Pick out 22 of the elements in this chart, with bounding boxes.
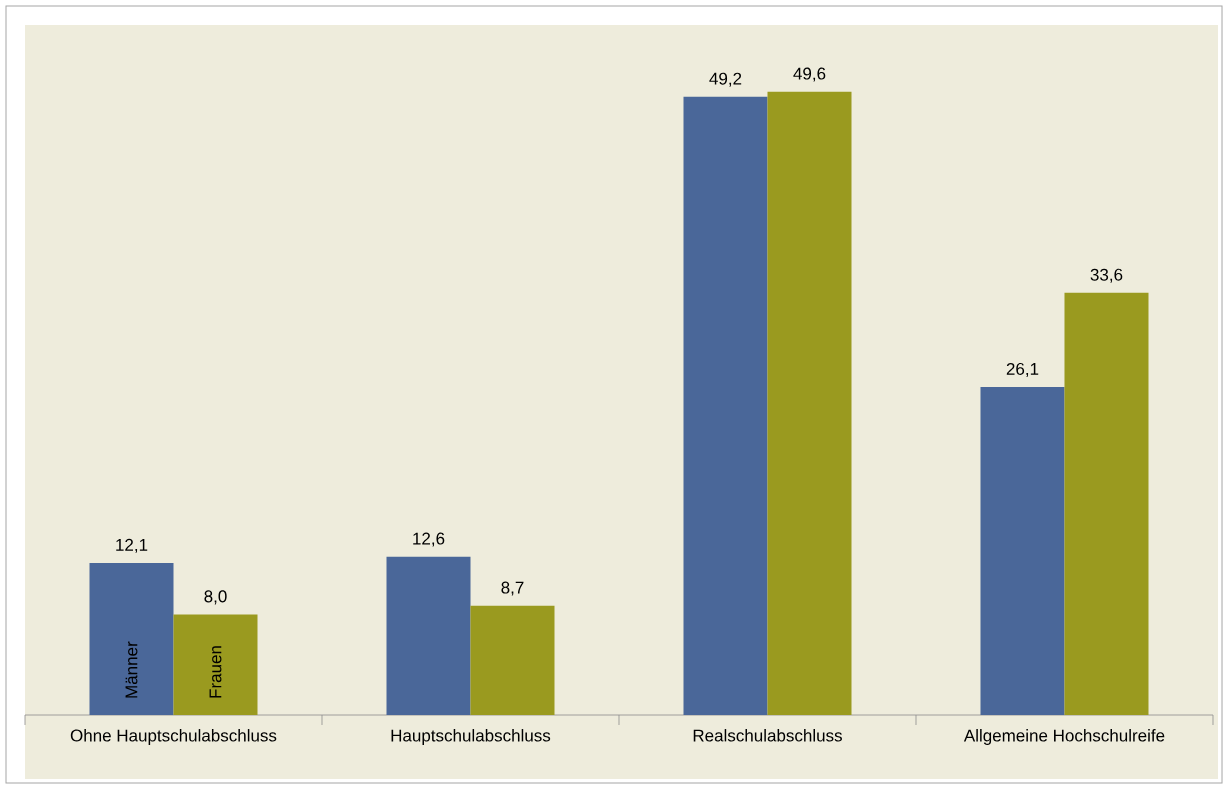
series-label: Männer [125, 641, 138, 698]
bar [683, 96, 768, 715]
x-tick-label: Realschulabschluss [693, 729, 842, 742]
bar [767, 91, 852, 715]
bar [386, 556, 471, 715]
data-label: 12,1 [116, 538, 148, 553]
x-tick-label: Hauptschulabschluss [391, 729, 551, 745]
x-tick-label: Ohne Hauptschulabschluss [70, 729, 277, 745]
bar [980, 387, 1065, 715]
bar [470, 605, 555, 715]
data-label: 33,6 [1090, 268, 1123, 283]
data-label: 8,0 [204, 590, 227, 605]
x-tick-label: Allgemeine Hochschulreife [963, 729, 1165, 745]
bar [89, 562, 174, 715]
data-label: 26,1 [1006, 362, 1039, 377]
data-label: 49,6 [793, 67, 826, 82]
series-label: Frauen [209, 646, 222, 698]
bar [173, 614, 258, 715]
data-label: 12,6 [413, 532, 445, 547]
data-label: 49,2 [709, 72, 742, 87]
bar [1064, 292, 1149, 715]
data-label: 8,7 [501, 581, 524, 596]
